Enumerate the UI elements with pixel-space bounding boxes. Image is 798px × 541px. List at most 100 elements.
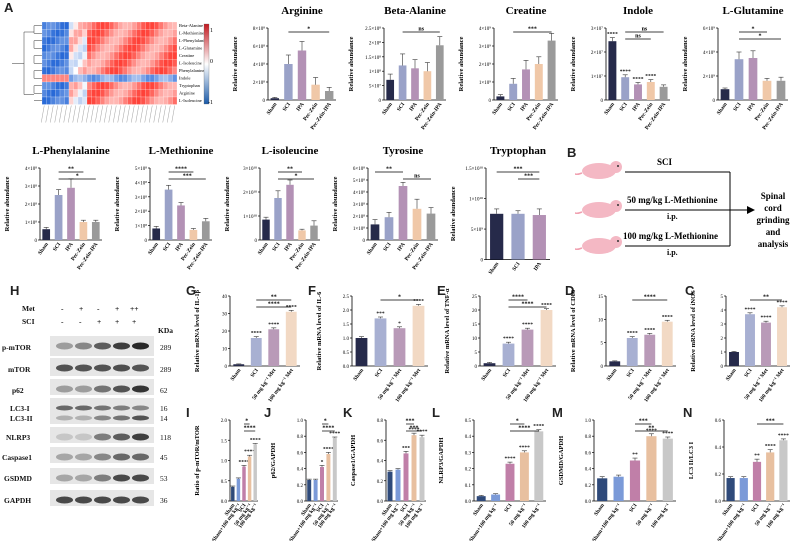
bar bbox=[496, 96, 505, 100]
heatmap-cell bbox=[172, 51, 178, 60]
panel-letter-j: J bbox=[264, 405, 272, 420]
heatmap-row-label: Indole bbox=[179, 76, 191, 81]
y-tick-label: 0 bbox=[263, 99, 266, 104]
heatmap-cell bbox=[82, 96, 88, 105]
bar bbox=[629, 460, 641, 501]
heatmap-cell bbox=[163, 44, 169, 53]
heatmap-cell bbox=[73, 81, 79, 90]
heatmap-cell bbox=[68, 74, 74, 83]
arrow-label-50mg: 50 mg/kg L-Methionine bbox=[627, 195, 718, 205]
significance-marker: **** bbox=[286, 304, 297, 310]
heatmap-cell bbox=[59, 96, 65, 105]
bar bbox=[761, 322, 771, 366]
heatmap-cell bbox=[55, 44, 61, 53]
y-tick-label: 5 bbox=[721, 295, 724, 300]
heatmap-cell bbox=[154, 44, 160, 53]
significance-label: **** bbox=[244, 426, 256, 432]
significance-marker: **** bbox=[607, 32, 618, 38]
y-tick-label: 1×10⁸ bbox=[25, 220, 37, 226]
bar bbox=[233, 364, 245, 366]
heatmap-cell bbox=[127, 36, 133, 45]
dendrogram-branch bbox=[33, 85, 42, 94]
y-tick-label: 1×10⁸ bbox=[369, 69, 381, 75]
heatmap-cell bbox=[95, 59, 101, 68]
significance-label: * bbox=[307, 27, 310, 33]
y-tick-label: 2×10⁸ bbox=[25, 202, 37, 208]
wb-band bbox=[94, 405, 111, 411]
heatmap-cell bbox=[145, 96, 151, 105]
significance-label: ** bbox=[648, 426, 654, 432]
wb-band bbox=[113, 364, 130, 372]
bar bbox=[646, 82, 655, 100]
x-tick-label: SCI bbox=[237, 503, 247, 514]
x-tick-label: SCI bbox=[396, 102, 406, 113]
significance-label: * bbox=[752, 27, 755, 33]
y-tick-label: 2.5×10⁸ bbox=[365, 26, 381, 32]
y-tick-label: 0 bbox=[489, 99, 492, 104]
heatmap-cell bbox=[113, 51, 119, 60]
wb-band bbox=[113, 474, 130, 482]
heatmap-cell bbox=[149, 74, 155, 83]
y-tick-label: 1×10⁹ bbox=[479, 80, 491, 86]
bar bbox=[67, 187, 75, 240]
heatmap-cell bbox=[145, 81, 151, 90]
y-tick-label: 6×10⁹ bbox=[703, 26, 715, 32]
chart-title: L-Phenylalanine bbox=[32, 145, 110, 157]
y-axis-label: LC3 II/LC3 I bbox=[688, 441, 695, 479]
y-tick-label: 0 bbox=[363, 239, 366, 244]
y-axis-label: Relative abundance bbox=[232, 37, 239, 92]
bar bbox=[661, 321, 673, 366]
y-tick-label: 0.2 bbox=[715, 473, 722, 478]
bar bbox=[540, 310, 553, 366]
y-tick-label: 4×10⁸ bbox=[253, 62, 265, 68]
bar bbox=[242, 466, 246, 501]
bar bbox=[776, 80, 786, 100]
heatmap-cell bbox=[41, 81, 47, 90]
y-axis-label: Relative abundance bbox=[682, 37, 689, 92]
column-label-mark bbox=[131, 105, 135, 123]
column-label-mark bbox=[81, 105, 85, 123]
heatmap-cell bbox=[149, 81, 155, 90]
heatmap-cell bbox=[95, 89, 101, 98]
significance-label: * bbox=[324, 419, 327, 425]
y-tick-label: 0 bbox=[713, 99, 716, 104]
heatmap-cell bbox=[82, 66, 88, 75]
y-axis-label: Relative mRNA level of IL-1β bbox=[194, 289, 201, 372]
arrow-label-sci: SCI bbox=[657, 157, 673, 167]
heatmap-cell bbox=[113, 96, 119, 105]
wb-sci-sign: - bbox=[61, 317, 64, 326]
bar bbox=[502, 343, 515, 366]
heatmap-cell bbox=[163, 89, 169, 98]
bar bbox=[609, 361, 621, 366]
significance-marker: **** bbox=[409, 427, 420, 433]
column-label-mark bbox=[122, 105, 126, 123]
x-tick-label: IPA bbox=[533, 261, 543, 272]
chart-tryptophan: Tryptophan Relative abundance 0 5×10⁹ 1×10¹⁰… bbox=[450, 145, 550, 276]
significance-marker: **** bbox=[505, 456, 516, 462]
heatmap-cell bbox=[73, 36, 79, 45]
heatmap-row-label: Creatine bbox=[179, 53, 194, 58]
heatmap-cell bbox=[158, 74, 164, 83]
y-tick-label: 6×10⁸ bbox=[353, 166, 365, 172]
heatmap-row-label: Arginine bbox=[179, 91, 195, 96]
y-tick-label: 0 bbox=[255, 239, 258, 244]
y-tick-label: 1.5×10⁸ bbox=[365, 55, 381, 61]
bar bbox=[285, 311, 297, 366]
significance-label: * bbox=[295, 174, 298, 180]
y-tick-label: 0 bbox=[379, 99, 382, 104]
x-tick-label: Sham bbox=[472, 502, 485, 517]
heatmap-cell bbox=[113, 89, 119, 98]
heatmap-cell bbox=[104, 89, 110, 98]
chart-il1b: Relative mRNA level of IL-1β 0 10 20 30 40 Sha… bbox=[194, 289, 300, 404]
y-tick-label: 20 bbox=[472, 309, 478, 314]
bar bbox=[374, 318, 387, 366]
bar bbox=[490, 213, 504, 260]
heatmap-cell bbox=[59, 21, 65, 30]
heatmap-cell bbox=[77, 21, 83, 30]
bar bbox=[547, 40, 556, 100]
bar bbox=[509, 83, 518, 100]
dendrogram-branch bbox=[23, 31, 34, 95]
heatmap-cell bbox=[127, 21, 133, 30]
bar bbox=[435, 45, 444, 100]
significance-label: * bbox=[516, 419, 519, 425]
